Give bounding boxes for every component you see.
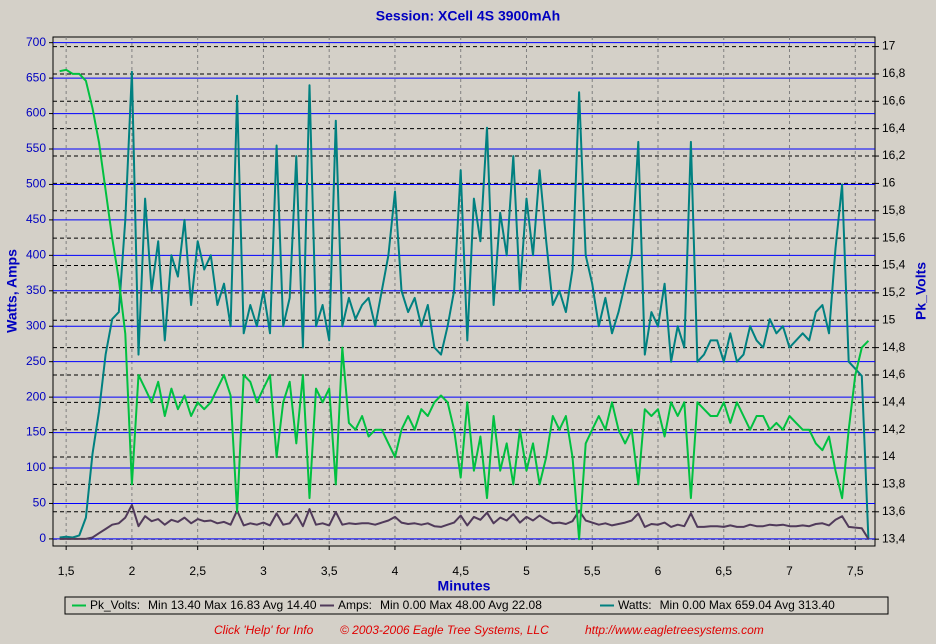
legend-entry: Watts: Min 0.00 Max 659.04 Avg 313.40: [618, 598, 835, 612]
y2-tick-label: 13,6: [882, 504, 906, 518]
series-line: [59, 68, 870, 541]
series-line: [59, 503, 870, 540]
y2-tick-label: 14,8: [882, 340, 906, 354]
y-tick-label: 400: [26, 248, 46, 262]
x-tick-label: 1,5: [58, 564, 75, 578]
y-tick-label: 100: [26, 460, 46, 474]
x-tick-label: 6: [655, 564, 662, 578]
footer-url: http://www.eagletreesystems.com: [585, 623, 764, 637]
y2-tick-label: 14,6: [882, 367, 906, 381]
x-tick-label: 3,5: [321, 564, 338, 578]
y2-tick-label: 14,2: [882, 422, 906, 436]
legend-stats: Min 0.00 Max 659.04 Avg 313.40: [660, 598, 836, 612]
x-tick-label: 6,5: [715, 564, 732, 578]
legend-name: Pk_Volts:: [90, 598, 140, 612]
y-tick-label: 500: [26, 177, 46, 191]
y-tick-label: 300: [26, 318, 46, 332]
y2-tick-label: 15: [882, 312, 896, 326]
legend: [64, 596, 889, 615]
y2-axis-label: Pk_Volts: [913, 262, 929, 320]
y2-tick-label: 16,4: [882, 121, 906, 135]
x-tick-label: 7: [786, 564, 793, 578]
y-tick-label: 650: [26, 70, 46, 84]
y2-tick-label: 16,8: [882, 66, 906, 80]
footer-copyright: © 2003-2006 Eagle Tree Systems, LLC: [340, 623, 549, 637]
y2-tick-label: 17: [882, 39, 896, 53]
y-tick-label: 600: [26, 106, 46, 120]
y-tick-label: 550: [26, 141, 46, 155]
y2-tick-label: 16: [882, 176, 896, 190]
x-tick-label: 2: [129, 564, 136, 578]
x-tick-label: 2,5: [189, 564, 206, 578]
x-tick-label: 7,5: [847, 564, 864, 578]
legend-name: Watts:: [618, 598, 652, 612]
y-axis-label: Watts, Amps: [4, 249, 20, 333]
y-tick-label: 200: [26, 389, 46, 403]
y2-tick-label: 16,2: [882, 148, 906, 162]
y2-tick-label: 16,6: [882, 93, 906, 107]
y2-tick-label: 15,2: [882, 285, 906, 299]
legend-entry: Amps: Min 0.00 Max 48.00 Avg 22.08: [338, 598, 542, 612]
y-tick-label: 50: [33, 496, 47, 510]
y-tick-label: 250: [26, 354, 46, 368]
x-tick-label: 5: [523, 564, 530, 578]
x-tick-label: 4: [392, 564, 399, 578]
y2-tick-label: 14: [882, 449, 896, 463]
legend-stats: Min 13.40 Max 16.83 Avg 14.40: [148, 598, 317, 612]
y2-tick-label: 15,6: [882, 230, 906, 244]
series-line: [59, 70, 870, 539]
chart-title: Session: XCell 4S 3900mAh: [376, 8, 560, 24]
y-tick-label: 700: [26, 35, 46, 49]
y-tick-label: 0: [39, 531, 46, 545]
y-tick-label: 150: [26, 425, 46, 439]
y-tick-label: 350: [26, 283, 46, 297]
x-tick-label: 5,5: [584, 564, 601, 578]
y2-tick-label: 13,8: [882, 477, 906, 491]
legend-entry: Pk_Volts: Min 13.40 Max 16.83 Avg 14.40: [90, 598, 317, 612]
y2-tick-label: 15,4: [882, 258, 906, 272]
y-tick-label: 450: [26, 212, 46, 226]
legend-name: Amps:: [338, 598, 372, 612]
y2-tick-label: 14,4: [882, 395, 906, 409]
x-axis-label: Minutes: [438, 578, 491, 594]
x-tick-label: 4,5: [452, 564, 469, 578]
legend-stats: Min 0.00 Max 48.00 Avg 22.08: [380, 598, 542, 612]
x-tick-label: 3: [260, 564, 267, 578]
y2-tick-label: 15,8: [882, 203, 906, 217]
y2-tick-label: 13,4: [882, 531, 906, 545]
footer-help: Click 'Help' for Info: [214, 623, 314, 637]
